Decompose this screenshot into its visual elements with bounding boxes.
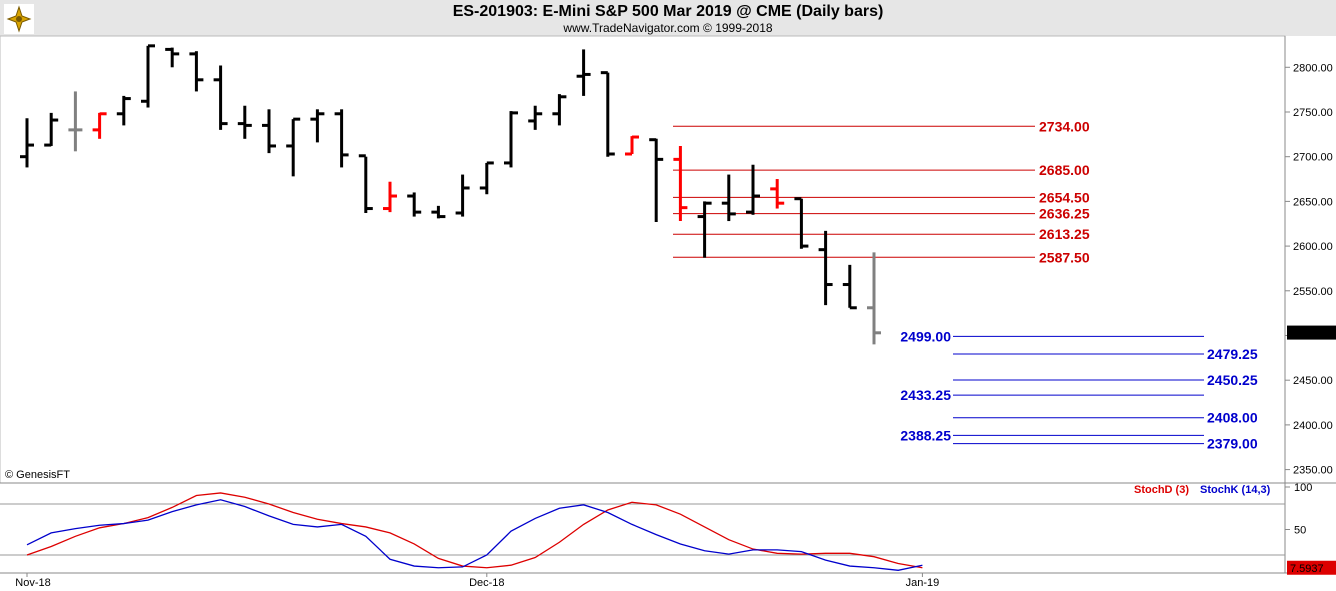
ohlc-bar [721,174,736,222]
support-label: 2408.00 [1207,410,1258,426]
ohlc-bar [116,95,131,126]
ohlc-bar [44,112,59,147]
ohlc-bar [189,51,204,92]
stoch-series-line [26,492,923,569]
y-tick-label: 2750.00 [1293,107,1333,119]
x-tick-label: Nov-18 [15,577,50,589]
resistance-label: 2734.00 [1039,118,1090,134]
ohlc-bar [407,192,422,217]
ohlc-bar [20,118,34,168]
price-y-axis: 2800.00 2750.00 2700.00 2650.00 2600.00 2550.… [1285,62,1333,477]
ohlc-bars [20,44,881,345]
copyright: © GenesisFT [5,469,70,481]
y-tick-label: 2600.00 [1293,241,1333,253]
ohlc-bar [504,111,518,168]
ohlc-bar [165,47,180,68]
ohlc-bar [576,49,591,96]
ohlc-bar [625,135,639,156]
ohlc-bar [552,94,567,126]
resistance-label: 2587.50 [1039,249,1090,265]
support-label: 2450.25 [1207,372,1258,388]
stoch-y-tick-label: 100 [1294,482,1312,494]
price-panel-border [0,35,1286,484]
ohlc-bar [310,109,325,143]
y-tick-label: 2800.00 [1293,62,1333,74]
ohlc-bar [746,164,760,215]
support-label: 2479.25 [1207,346,1258,362]
support-label: 2499.00 [900,328,951,344]
title-bar [0,0,1336,36]
stochastic-legend: StochD (3) StochK (14,3) [1134,484,1271,496]
genesis-logo-icon [4,4,34,34]
ohlc-bar [794,197,809,249]
resistance-label: 2685.00 [1039,162,1090,178]
ohlc-bar [867,252,881,345]
ohlc-bar [383,181,397,213]
stochastic-y-axis: 100 50 7.5937 [1285,482,1336,575]
ohlc-bar [455,174,470,217]
resistance-label: 2654.50 [1039,189,1090,205]
ohlc-bar [431,205,446,219]
ohlc-bar [479,161,494,195]
stoch-last-value-box [1287,560,1336,575]
x-tick-label: Dec-18 [469,577,504,589]
x-tick-label: Jan-19 [906,577,940,589]
stoch-series-line [26,499,923,571]
chart-subtitle: www.TradeNavigator.com © 1999-2018 [563,21,773,35]
stoch-last-value-label: 7.5937 [1290,563,1324,575]
y-tick-label: 2350.00 [1293,465,1333,477]
legend-stochk: StochK (14,3) [1200,484,1271,496]
ohlc-bar [68,91,83,152]
legend-stochd: StochD (3) [1134,484,1189,496]
y-tick-label: 2550.00 [1293,286,1333,298]
ohlc-bar [818,230,833,306]
support-label: 2388.25 [900,427,951,443]
support-label: 2379.00 [1207,436,1258,452]
y-tick-label: 2700.00 [1293,152,1333,164]
ohlc-bar [213,65,228,130]
ohlc-bar [528,105,543,130]
ohlc-bar [697,201,712,258]
ohlc-bar [334,109,349,168]
last-price-label: 2503.25 [1290,328,1330,340]
chart-title: ES-201903: E-Mini S&P 500 Mar 2019 @ CME… [452,3,884,20]
last-price-box [1287,325,1336,340]
y-tick-label: 2650.00 [1293,196,1333,208]
ohlc-bar [358,154,373,214]
ohlc-bar [141,44,155,108]
ohlc-bar [286,117,301,177]
stochastic-panel [0,492,1285,571]
ohlc-bar [649,138,664,222]
ohlc-bar [92,112,107,139]
ohlc-bar [600,71,615,157]
stoch-y-tick-label: 50 [1294,525,1306,537]
last-price-marker: 2503.25 [1287,325,1336,340]
ohlc-bar [262,109,276,154]
resistance-label: 2613.25 [1039,226,1090,242]
ohlc-bar [237,105,252,139]
ohlc-bar [770,179,785,209]
y-tick-label: 2450.00 [1293,375,1333,387]
resistance-label: 2636.25 [1039,206,1090,222]
y-tick-label: 2400.00 [1293,420,1333,432]
support-label: 2433.25 [900,387,951,403]
ohlc-bar [673,145,688,222]
x-axis: Nov-18 Dec-18 Jan-19 [15,573,939,589]
ohlc-bar [842,264,857,310]
